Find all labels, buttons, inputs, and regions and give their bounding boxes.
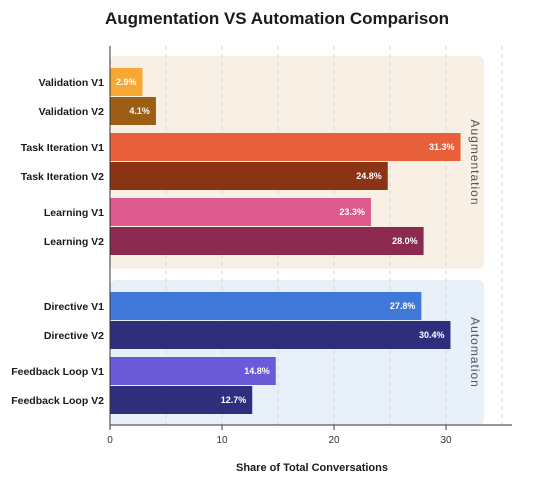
chart-title: Augmentation VS Automation Comparison — [105, 9, 449, 28]
bar-validation-v2 — [110, 97, 156, 125]
bar-directive-v1 — [110, 292, 422, 320]
x-tick-label-0: 0 — [107, 435, 113, 446]
value-label-learning-v2: 28.0% — [392, 236, 418, 246]
group-label-augmentation: Augmentation — [468, 119, 482, 205]
value-label-validation-v2: 4.1% — [129, 106, 150, 116]
bar-task-iteration-v1 — [110, 133, 461, 161]
bar-learning-v1 — [110, 198, 371, 226]
bar-validation-v1 — [110, 68, 143, 96]
bar-learning-v2 — [110, 227, 424, 255]
category-label-task-iteration-v2: Task Iteration V2 — [21, 171, 104, 183]
category-label-directive-v2: Directive V2 — [44, 330, 104, 342]
category-label-learning-v2: Learning V2 — [44, 236, 104, 248]
x-tick-label-10: 10 — [216, 435, 228, 446]
bar-task-iteration-v2 — [110, 162, 388, 190]
bar-directive-v2 — [110, 321, 451, 349]
value-label-directive-v2: 30.4% — [419, 330, 445, 340]
value-label-feedback-loop-v2: 12.7% — [221, 395, 247, 405]
value-label-task-iteration-v1: 31.3% — [429, 142, 455, 152]
x-axis-title: Share of Total Conversations — [236, 462, 388, 474]
category-label-learning-v1: Learning V1 — [44, 207, 104, 219]
category-label-directive-v1: Directive V1 — [44, 301, 104, 313]
value-label-learning-v1: 23.3% — [339, 207, 365, 217]
category-label-feedback-loop-v1: Feedback Loop V1 — [11, 366, 104, 378]
x-tick-label-20: 20 — [328, 435, 340, 446]
bar-feedback-loop-v1 — [110, 357, 276, 385]
category-label-validation-v1: Validation V1 — [39, 77, 105, 89]
x-tick-label-30: 30 — [440, 435, 452, 446]
category-label-feedback-loop-v2: Feedback Loop V2 — [11, 395, 104, 407]
group-label-automation: Automation — [468, 317, 482, 388]
value-label-feedback-loop-v1: 14.8% — [244, 366, 270, 376]
bar-feedback-loop-v2 — [110, 386, 253, 414]
category-label-task-iteration-v1: Task Iteration V1 — [21, 142, 104, 154]
value-label-task-iteration-v2: 24.8% — [356, 171, 382, 181]
value-label-validation-v1: 2.9% — [116, 77, 137, 87]
category-label-validation-v2: Validation V2 — [39, 106, 105, 118]
value-label-directive-v1: 27.8% — [390, 301, 416, 311]
